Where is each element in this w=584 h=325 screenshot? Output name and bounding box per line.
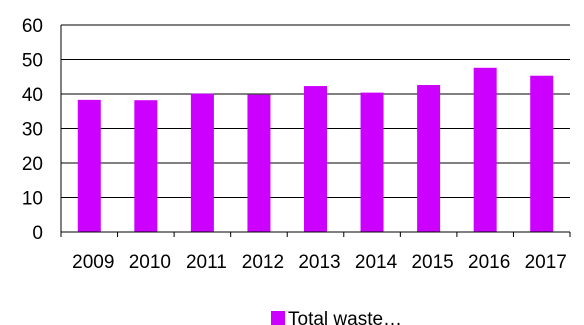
legend: Total waste…: [271, 309, 402, 325]
bar-2011: [190, 93, 214, 232]
bar-2015: [417, 85, 441, 232]
bar-2016: [473, 67, 497, 232]
bar-2017: [530, 75, 554, 232]
x-tick-label-2011: 2011: [186, 252, 227, 273]
x-tick-label-2016: 2016: [468, 252, 510, 273]
bar-2013: [304, 86, 327, 232]
x-axis-ticks: 2009 2010 2011 2012 2013 2014 2015 2016 2017: [72, 252, 567, 273]
x-tick-label-2013: 2013: [298, 252, 340, 273]
y-tick-label-50: 50: [22, 51, 43, 72]
y-tick-label-30: 30: [22, 120, 43, 141]
y-tick-label-0: 0: [32, 223, 43, 244]
x-tick-label-2015: 2015: [411, 252, 453, 273]
x-tick-label-2017: 2017: [525, 252, 567, 273]
legend-swatch: [271, 311, 285, 325]
bar-2009: [77, 99, 101, 233]
x-axis: [60, 25, 571, 237]
x-tick-label-2014: 2014: [355, 252, 398, 273]
x-tick-label-2012: 2012: [242, 252, 284, 273]
x-tick-label-2010: 2010: [129, 252, 171, 273]
y-tick-label-60: 60: [22, 16, 43, 37]
y-tick-label-40: 40: [22, 85, 43, 106]
bar-2012: [247, 94, 271, 232]
y-tick-label-10: 10: [22, 189, 43, 210]
legend-label: Total waste…: [288, 309, 402, 325]
bar-2014: [360, 92, 384, 233]
bars: [77, 67, 554, 233]
y-tick-label-20: 20: [22, 154, 43, 175]
bar-2010: [134, 100, 158, 233]
y-axis-ticks: 0 10 20 30 40 50 60: [22, 16, 43, 244]
x-tick-label-2009: 2009: [72, 252, 114, 273]
